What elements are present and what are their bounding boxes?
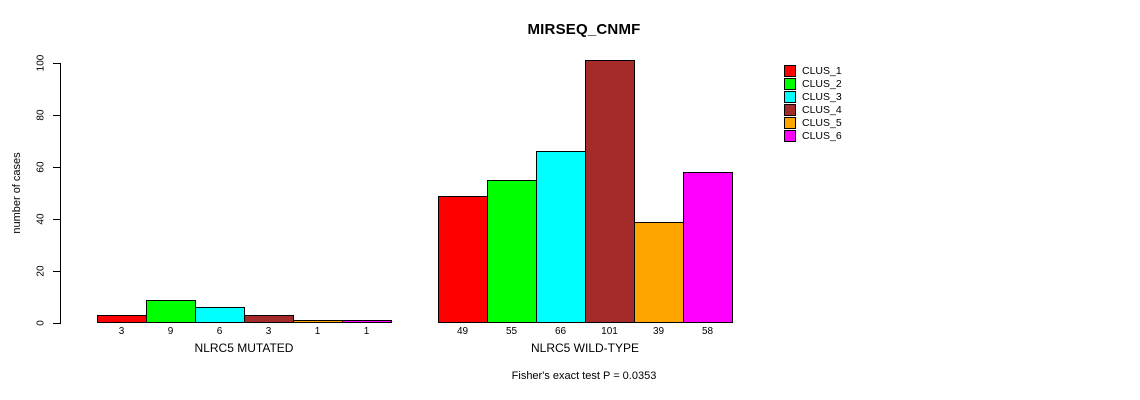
- y-tick-label: 0: [35, 320, 47, 326]
- y-axis-tick: [53, 219, 61, 220]
- bar-value-label: 66: [554, 326, 567, 337]
- bar-value-label: 6: [216, 326, 223, 337]
- bar: [487, 180, 537, 323]
- bar-value-label: 3: [118, 326, 125, 337]
- bar: [683, 172, 733, 323]
- bar-value-label: 9: [167, 326, 174, 337]
- bar: [536, 151, 586, 323]
- chart-title: MIRSEQ_CNMF: [527, 21, 641, 38]
- bar-value-label: 1: [363, 326, 370, 337]
- y-axis-tick: [53, 63, 61, 64]
- annotation-text: Fisher's exact test P = 0.0353: [511, 370, 657, 382]
- legend-swatch: [784, 91, 796, 103]
- y-axis-line: [60, 63, 61, 324]
- legend-swatch: [784, 78, 796, 90]
- y-tick-label: 60: [35, 161, 47, 173]
- bar-value-label: 3: [265, 326, 272, 337]
- bar-value-label: 101: [601, 326, 618, 337]
- bar: [293, 320, 343, 323]
- bar: [244, 315, 294, 323]
- legend-swatch: [784, 104, 796, 116]
- y-axis-tick: [53, 323, 61, 324]
- bar: [342, 320, 392, 323]
- legend-swatch: [784, 130, 796, 142]
- bar-value-label: 39: [652, 326, 665, 337]
- bar: [195, 307, 245, 323]
- y-axis-tick: [53, 115, 61, 116]
- bar-value-label: 1: [314, 326, 321, 337]
- bar: [585, 60, 635, 323]
- legend-label: CLUS_5: [802, 117, 842, 129]
- bar: [634, 222, 684, 323]
- bar-value-label: 49: [456, 326, 469, 337]
- legend-swatch: [784, 117, 796, 129]
- y-axis-tick: [53, 271, 61, 272]
- y-tick-label: 100: [35, 54, 47, 72]
- y-axis-label: number of cases: [11, 152, 23, 234]
- x-group-label: NLRC5 WILD-TYPE: [530, 341, 640, 355]
- y-tick-label: 40: [35, 213, 47, 225]
- y-axis-tick: [53, 167, 61, 168]
- bar: [146, 300, 196, 323]
- bar: [97, 315, 147, 323]
- bar-value-label: 58: [701, 326, 714, 337]
- legend-label: CLUS_6: [802, 130, 842, 142]
- y-tick-label: 80: [35, 109, 47, 121]
- legend-label: CLUS_1: [802, 65, 842, 77]
- bar: [438, 196, 488, 323]
- bar-value-label: 55: [505, 326, 518, 337]
- legend-label: CLUS_4: [802, 104, 842, 116]
- legend-label: CLUS_2: [802, 78, 842, 90]
- y-tick-label: 20: [35, 265, 47, 277]
- legend-swatch: [784, 65, 796, 77]
- x-group-label: NLRC5 MUTATED: [194, 341, 294, 355]
- legend-label: CLUS_3: [802, 91, 842, 103]
